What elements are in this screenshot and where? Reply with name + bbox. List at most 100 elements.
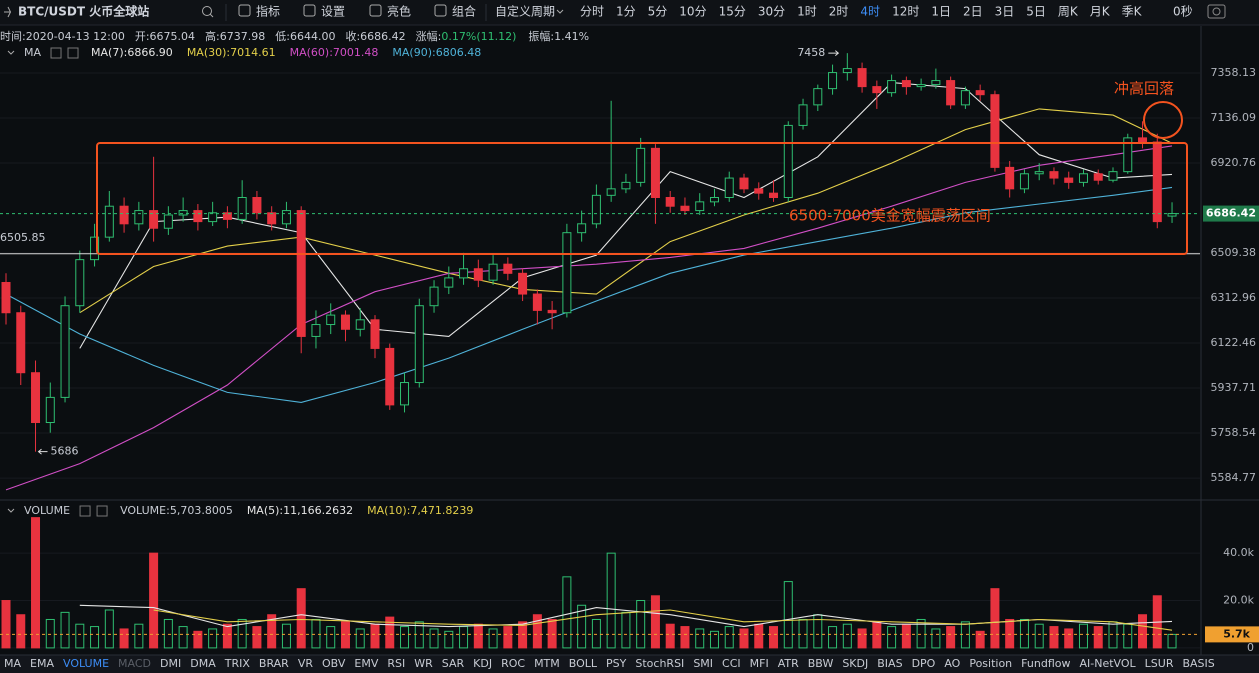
indicator-tab[interactable]: ROC [501,657,525,670]
candle-body [739,177,749,190]
camera-icon[interactable] [1207,4,1226,19]
indicator-tab[interactable]: LSUR [1145,657,1174,670]
toolbar-button[interactable]: 设置 [321,5,345,19]
indicator-tab[interactable]: MTM [534,657,560,670]
indicator-tab[interactable]: DMI [160,657,181,670]
indicator-tab[interactable]: SKDJ [842,657,868,670]
candle-body [473,268,483,281]
custom-period[interactable]: 自定义周期 [495,4,555,19]
indicator-tab[interactable]: DPO [912,657,936,670]
info-item: 时间:2020-04-13 12:00 [0,30,125,43]
info-item: 开:6675.04 [135,30,195,43]
candle-body [665,196,675,207]
back-icon[interactable] [4,6,12,18]
indicator-tab[interactable]: Fundflow [1021,657,1070,670]
period[interactable]: 10分 [679,5,706,19]
indicator-tab[interactable]: StochRSI [635,657,684,670]
indicator-tab[interactable]: AI-NetVOL [1079,657,1136,670]
y-tick-label: 5937.71 [1211,381,1257,394]
indicator-tab[interactable]: VOLUME [63,657,109,670]
candle-body [104,205,114,238]
setting-icon[interactable] [50,47,62,59]
period[interactable]: 2日 [963,5,983,19]
period[interactable]: 1日 [931,5,951,19]
collapse-icon[interactable] [7,50,15,55]
volume-bar [665,623,675,649]
setting-icon[interactable] [79,505,91,517]
y-tick-label: 6509.38 [1211,246,1257,259]
low-marker: 5686 [51,445,79,458]
indicator-tab[interactable]: EMV [354,657,378,670]
indicator-tab[interactable]: SMI [693,657,713,670]
period[interactable]: 季K [1122,5,1143,19]
ma-line [5,145,1173,491]
pane-title: VOLUME [24,504,70,517]
symbol[interactable]: BTC/USDT 火币全球站 [18,4,149,19]
period[interactable]: 15分 [719,5,746,19]
volume-bar [591,618,601,649]
indicator-tab[interactable]: BIAS [877,657,902,670]
period[interactable]: 1分 [616,5,636,19]
period[interactable]: 1时 [797,5,817,19]
period[interactable]: 周K [1058,5,1079,19]
indicator-tab[interactable]: RSI [387,657,405,670]
period[interactable]: 3日 [995,5,1015,19]
candle-body [1049,171,1059,179]
indicator-tab[interactable]: BOLL [569,657,598,670]
indicator-tab[interactable]: MACD [118,657,151,670]
toolbar-button[interactable]: 指标 [256,4,280,19]
close-icon[interactable] [67,47,79,59]
candle-body [400,382,410,406]
collapse-icon[interactable] [7,508,15,513]
period[interactable]: 12时 [892,5,919,19]
legend-item: MA(60):7001.48 [290,46,379,59]
indicator-tab[interactable]: SAR [442,657,465,670]
indicator-tab[interactable]: PSY [606,657,627,670]
indicator-tab[interactable]: EMA [30,657,54,670]
period[interactable]: 2时 [829,5,849,19]
indicator-tab[interactable]: OBV [322,657,346,670]
indicator-tab[interactable]: BBW [808,657,834,670]
search-icon[interactable] [202,6,212,16]
volume-bar [178,626,188,649]
candle-body [75,259,85,307]
period[interactable]: 30分 [758,5,785,19]
period[interactable]: 5分 [648,5,668,19]
period[interactable]: 分时 [580,5,604,19]
volume-bar [547,618,557,649]
indicator-tab[interactable]: WR [414,657,433,670]
candle-body [1005,166,1015,190]
candle-body [975,90,985,96]
close-icon[interactable] [96,505,108,517]
candle-body [769,192,779,198]
indicator-tab[interactable]: TRIX [224,657,251,670]
last-price-badge [1203,205,1259,222]
indicator-tab[interactable]: BASIS [1182,657,1214,670]
toolbar-button[interactable]: 亮色 [387,4,411,19]
candle-body [1,281,11,314]
period[interactable]: 5日 [1026,5,1046,19]
indicator-tab[interactable]: KDJ [473,657,492,670]
indicator-tab[interactable]: BRAR [259,657,289,670]
indicator-tab[interactable]: DMA [190,657,216,670]
indicator-tab[interactable]: MA [4,657,21,670]
toolbar-button[interactable]: 组合 [452,4,476,19]
indicator-tab[interactable]: Position [969,657,1012,670]
volume-bar [134,623,144,649]
indicator-tab[interactable]: AO [944,657,960,670]
period[interactable]: 月K [1090,5,1111,19]
candle-body [813,88,823,106]
indicator-tab[interactable]: VR [298,657,314,670]
indicator-tab[interactable]: MFI [750,657,769,670]
volume-bar [237,618,247,649]
indicator-tab[interactable]: CCI [722,657,741,670]
y-tick-label: 40.0k [1223,546,1254,559]
candle-body [901,80,911,88]
volume-bar [104,609,114,649]
volume-bar [385,616,395,649]
candle-body [414,305,424,384]
volume-bar [783,581,793,649]
period[interactable]: 4时 [860,5,880,19]
candle-body [267,212,277,225]
indicator-tab[interactable]: ATR [778,657,799,670]
